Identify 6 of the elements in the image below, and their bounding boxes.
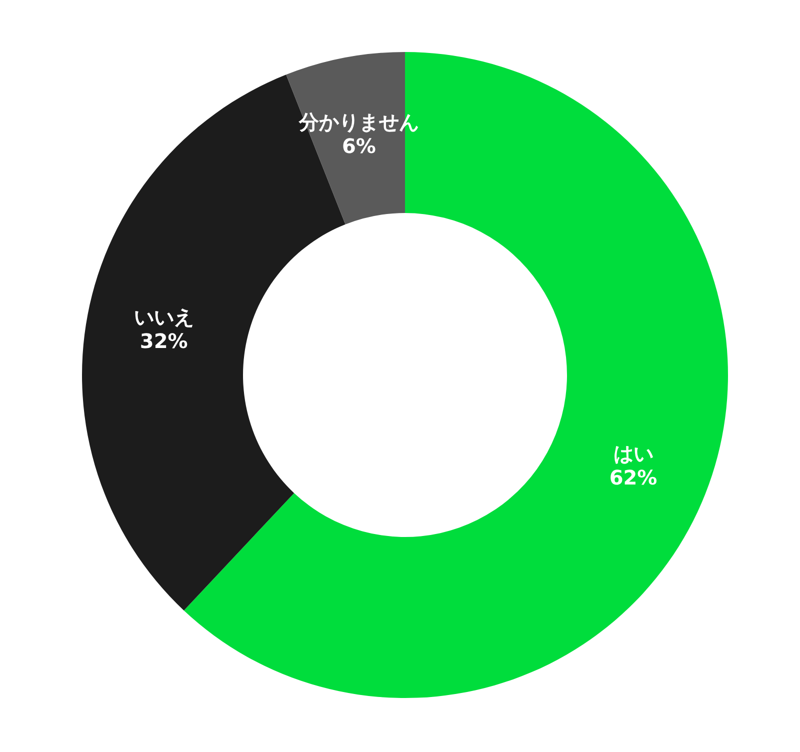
slice-label: いいえ	[134, 305, 194, 329]
data-label: 6%	[342, 134, 376, 158]
data-label: 32%	[140, 329, 188, 353]
slice-label: 分かりません	[298, 110, 419, 134]
slice-label: はい	[613, 441, 654, 466]
data-label: 62%	[609, 465, 658, 490]
